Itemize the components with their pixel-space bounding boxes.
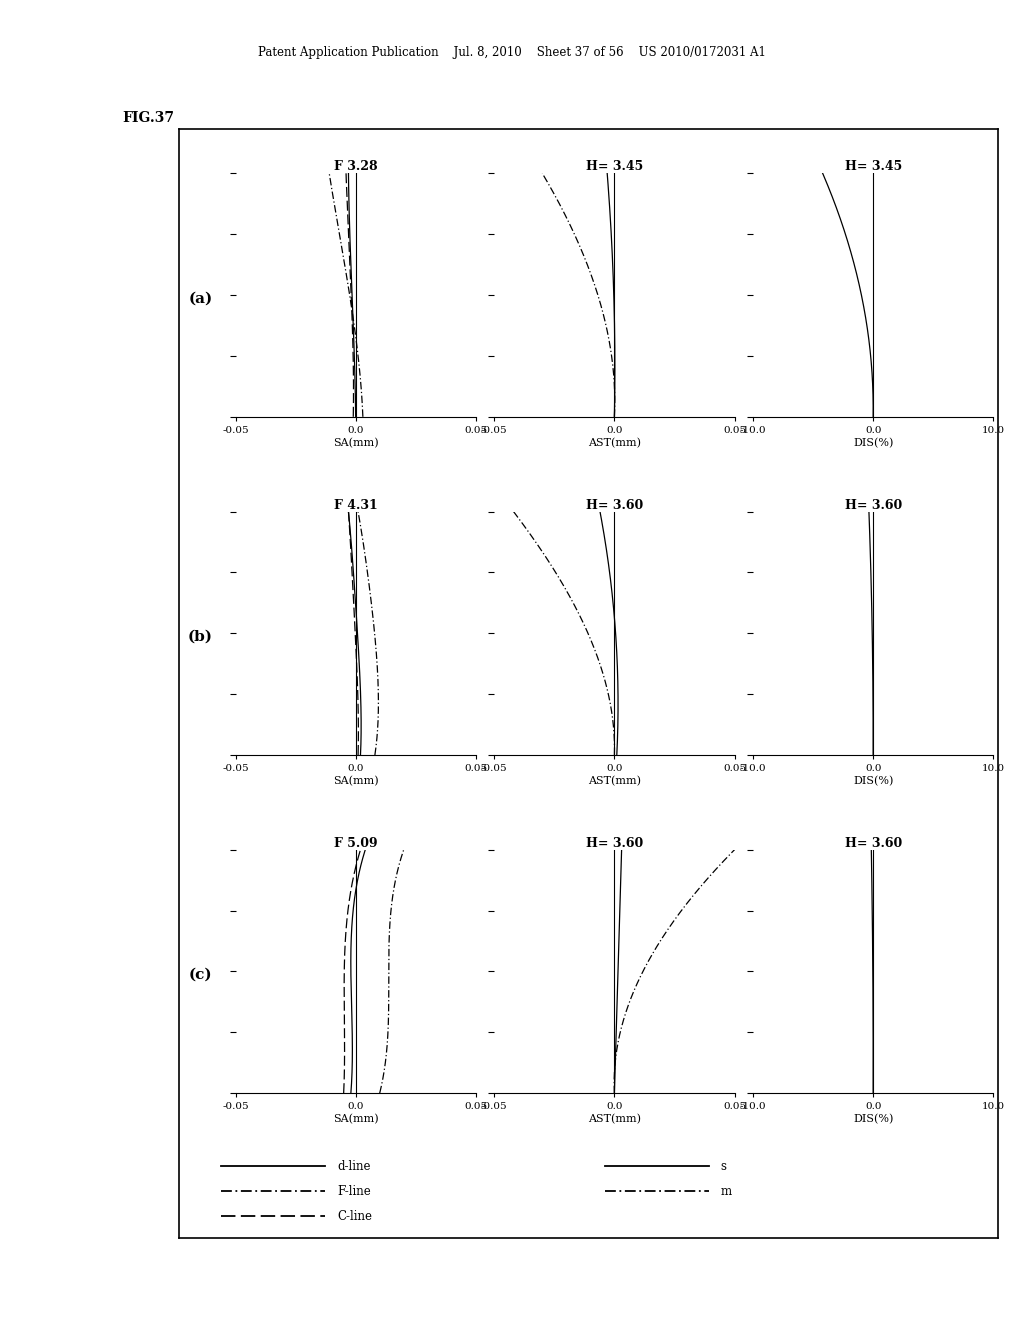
Text: FIG.37: FIG.37: [122, 111, 174, 125]
X-axis label: DIS(%): DIS(%): [853, 1114, 893, 1125]
X-axis label: SA(mm): SA(mm): [333, 438, 379, 447]
Title: H= 3.60: H= 3.60: [586, 837, 643, 850]
Title: F 4.31: F 4.31: [334, 499, 378, 512]
X-axis label: SA(mm): SA(mm): [333, 776, 379, 787]
X-axis label: AST(mm): AST(mm): [588, 776, 641, 787]
X-axis label: AST(mm): AST(mm): [588, 1114, 641, 1125]
X-axis label: SA(mm): SA(mm): [333, 1114, 379, 1125]
Title: H= 3.45: H= 3.45: [845, 160, 902, 173]
Title: H= 3.60: H= 3.60: [845, 499, 902, 512]
Text: (c): (c): [188, 968, 212, 982]
Text: C-line: C-line: [337, 1210, 372, 1224]
X-axis label: DIS(%): DIS(%): [853, 438, 893, 447]
Title: F 5.09: F 5.09: [334, 837, 378, 850]
X-axis label: DIS(%): DIS(%): [853, 776, 893, 787]
Text: F-line: F-line: [337, 1185, 371, 1197]
Text: (b): (b): [188, 630, 213, 644]
Text: Patent Application Publication    Jul. 8, 2010    Sheet 37 of 56    US 2010/0172: Patent Application Publication Jul. 8, 2…: [258, 46, 766, 59]
X-axis label: AST(mm): AST(mm): [588, 438, 641, 447]
Title: H= 3.60: H= 3.60: [845, 837, 902, 850]
Title: F 3.28: F 3.28: [334, 160, 378, 173]
Text: m: m: [721, 1185, 732, 1197]
Text: (a): (a): [188, 292, 213, 305]
Title: H= 3.60: H= 3.60: [586, 499, 643, 512]
Text: s: s: [721, 1160, 727, 1172]
Title: H= 3.45: H= 3.45: [586, 160, 643, 173]
Text: d-line: d-line: [337, 1160, 371, 1172]
